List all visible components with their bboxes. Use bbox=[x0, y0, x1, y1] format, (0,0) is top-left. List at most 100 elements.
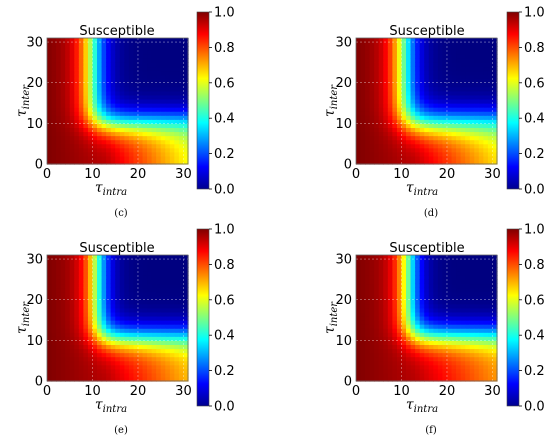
heatmap-cell bbox=[79, 365, 84, 370]
heatmap-cell bbox=[92, 300, 97, 305]
heatmap-cell bbox=[161, 373, 166, 378]
heatmap-cell bbox=[411, 263, 416, 268]
colorbar-tick-label: 0.2 bbox=[524, 147, 545, 162]
heatmap-cell bbox=[161, 361, 166, 366]
heatmap-cell bbox=[356, 357, 361, 362]
heatmap-cell bbox=[79, 312, 84, 317]
heatmap-cell bbox=[111, 283, 116, 288]
heatmap-cell bbox=[474, 332, 479, 337]
heatmap-cell bbox=[47, 140, 52, 145]
x-tick-label: 30 bbox=[175, 384, 192, 399]
heatmap-cell bbox=[47, 144, 52, 149]
heatmap-cell bbox=[465, 288, 470, 293]
heatmap-cell bbox=[52, 259, 57, 264]
heatmap-cell bbox=[356, 71, 361, 76]
heatmap-cell bbox=[124, 50, 129, 55]
heatmap-cell bbox=[92, 111, 97, 116]
heatmap-cell bbox=[47, 75, 52, 80]
heatmap-cell bbox=[143, 373, 148, 378]
heatmap-cell bbox=[483, 369, 488, 374]
heatmap-cell bbox=[61, 316, 66, 321]
heatmap-cell bbox=[106, 148, 111, 153]
heatmap-cell bbox=[74, 332, 79, 337]
heatmap-cell bbox=[161, 348, 166, 353]
heatmap-cell bbox=[138, 123, 143, 128]
heatmap-cell bbox=[143, 279, 148, 284]
heatmap-cell bbox=[165, 365, 170, 370]
heatmap-cell bbox=[52, 42, 57, 47]
heatmap-cell bbox=[56, 259, 61, 264]
heatmap-cell bbox=[74, 87, 79, 92]
heatmap-cell bbox=[365, 66, 370, 71]
heatmap-cell bbox=[406, 328, 411, 333]
heatmap-cell bbox=[461, 365, 466, 370]
heatmap-cell bbox=[79, 373, 84, 378]
heatmap-cell bbox=[374, 123, 379, 128]
heatmap-cell bbox=[392, 127, 397, 132]
heatmap-cell bbox=[374, 369, 379, 374]
heatmap-cell bbox=[361, 136, 366, 141]
heatmap-cell bbox=[170, 316, 175, 321]
heatmap-cell bbox=[383, 152, 388, 157]
heatmap-cell bbox=[470, 308, 475, 313]
heatmap-cell bbox=[74, 103, 79, 108]
heatmap-cells-e bbox=[47, 255, 189, 382]
heatmap-cell bbox=[411, 324, 416, 329]
heatmap-cell bbox=[143, 283, 148, 288]
heatmap-cell bbox=[61, 304, 66, 309]
heatmap-cell bbox=[147, 344, 152, 349]
heatmap-cell bbox=[356, 58, 361, 63]
heatmap-cell bbox=[47, 288, 52, 293]
heatmap-cell bbox=[111, 156, 116, 161]
heatmap-cell bbox=[383, 357, 388, 362]
heatmap-cell bbox=[415, 259, 420, 264]
heatmap-cell bbox=[483, 91, 488, 96]
heatmap-cell bbox=[424, 46, 429, 51]
heatmap-cell bbox=[424, 340, 429, 345]
heatmap-cell bbox=[411, 83, 416, 88]
heatmap-cell bbox=[143, 140, 148, 145]
heatmap-cell bbox=[52, 144, 57, 149]
heatmap-cell bbox=[83, 332, 88, 337]
heatmap-cell bbox=[97, 140, 102, 145]
heatmap-cell bbox=[61, 324, 66, 329]
colorbar-ticks-e: 0.00.20.40.60.81.0 bbox=[209, 223, 235, 415]
heatmap-cell bbox=[388, 156, 393, 161]
heatmap-cell bbox=[361, 95, 366, 100]
heatmap-cell bbox=[392, 320, 397, 325]
heatmap-cell bbox=[161, 42, 166, 47]
colorbar-tick-label: 0.4 bbox=[214, 329, 235, 344]
heatmap-cell bbox=[70, 357, 75, 362]
heatmap-cell bbox=[79, 340, 84, 345]
heatmap-cell bbox=[65, 361, 70, 366]
heatmap-cell bbox=[474, 271, 479, 276]
heatmap-cell bbox=[92, 348, 97, 353]
heatmap-cell bbox=[424, 348, 429, 353]
heatmap-cell bbox=[356, 361, 361, 366]
heatmap-cell bbox=[61, 144, 66, 149]
heatmap-cell bbox=[447, 107, 452, 112]
heatmap-cell bbox=[124, 83, 129, 88]
heatmap-cell bbox=[415, 263, 420, 268]
heatmap-cell bbox=[424, 288, 429, 293]
heatmap-cell bbox=[47, 279, 52, 284]
heatmap-cell bbox=[61, 259, 66, 264]
heatmap-cell bbox=[474, 288, 479, 293]
heatmap-cell bbox=[415, 91, 420, 96]
heatmap-cell bbox=[79, 271, 84, 276]
heatmap-cell bbox=[383, 83, 388, 88]
heatmap-cell bbox=[406, 103, 411, 108]
heatmap-cell bbox=[165, 136, 170, 141]
heatmap-cell bbox=[356, 324, 361, 329]
heatmap-cell bbox=[452, 369, 457, 374]
heatmap-cell bbox=[415, 304, 420, 309]
heatmap-cell bbox=[456, 50, 461, 55]
heatmap-cell bbox=[415, 107, 420, 112]
heatmap-cell bbox=[74, 42, 79, 47]
heatmap-cell bbox=[124, 46, 129, 51]
heatmap-cell bbox=[474, 83, 479, 88]
heatmap-cell bbox=[401, 103, 406, 108]
heatmap-cell bbox=[65, 283, 70, 288]
heatmap-cell bbox=[383, 361, 388, 366]
heatmap-cell bbox=[83, 283, 88, 288]
